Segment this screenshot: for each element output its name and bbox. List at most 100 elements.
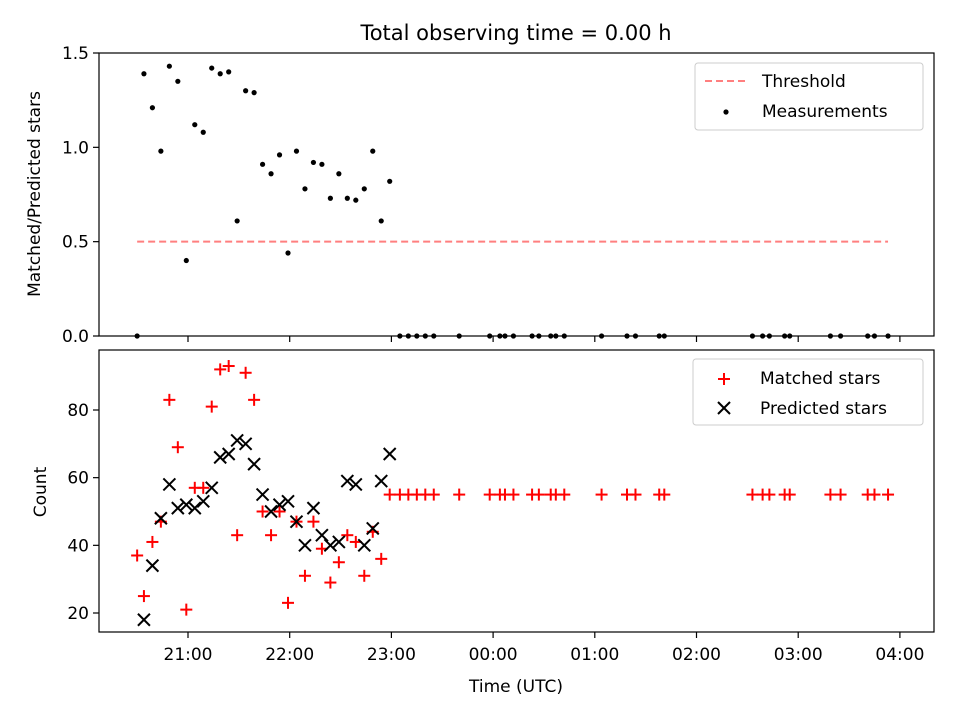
measurement-point xyxy=(327,195,333,201)
matched-star-point xyxy=(882,488,895,501)
predicted-star-point xyxy=(255,487,270,502)
bottom-yticks: 20 40 60 80 xyxy=(67,401,99,624)
measurement-point xyxy=(192,122,198,128)
predicted-star-point xyxy=(272,498,287,512)
measurement-point xyxy=(209,65,215,71)
matched-star-point xyxy=(507,488,520,501)
bottom-xtick-label: 23:00 xyxy=(367,645,416,665)
measurement-point xyxy=(149,105,156,111)
matched-star-point xyxy=(324,576,337,589)
top-marks xyxy=(134,63,891,339)
bottom-xtick-label: 02:00 xyxy=(672,645,721,665)
bottom-xtick-label: 22:00 xyxy=(265,645,314,665)
measurement-point xyxy=(268,171,274,177)
measurement-point xyxy=(158,148,164,154)
measurement-point xyxy=(319,161,325,167)
legend-matched-label: Matched stars xyxy=(760,369,880,389)
measurement-point xyxy=(285,250,291,256)
measurement-point xyxy=(387,178,393,184)
bottom-ytick-label: 60 xyxy=(67,469,89,489)
measurement-point xyxy=(302,186,308,192)
predicted-star-stroke xyxy=(306,501,321,515)
predicted-star-point xyxy=(306,501,321,515)
predicted-star-stroke xyxy=(137,613,151,627)
measurement-point xyxy=(166,63,172,69)
predicted-star-point xyxy=(349,477,363,492)
predicted-star-point xyxy=(298,538,312,553)
matched-star-point xyxy=(307,515,320,528)
matched-star-point xyxy=(358,569,371,582)
predicted-star-point xyxy=(264,504,278,519)
bottom-ylabel: Count xyxy=(31,466,51,517)
matched-star-point xyxy=(341,529,354,542)
matched-star-point xyxy=(783,488,796,501)
predicted-star-stroke xyxy=(357,538,371,553)
measurement-point xyxy=(378,218,384,224)
bottom-xtick-label: 01:00 xyxy=(570,645,619,665)
bottom-xtick-label: 00:00 xyxy=(469,645,518,665)
matched-star-point xyxy=(239,366,252,379)
matched-star-point xyxy=(483,488,496,501)
measurement-point xyxy=(243,88,249,94)
measurement-point xyxy=(217,71,223,77)
predicted-star-point xyxy=(154,511,168,525)
measurement-point xyxy=(276,152,283,158)
bottom-panel: 20 40 60 80 21:00 22:00 23:00 00:00 01:00 02:00 0… xyxy=(31,349,935,697)
predicted-star-stroke xyxy=(289,514,304,529)
matched-star-point xyxy=(256,505,269,518)
chart-title: Total observing time = 0.00 h xyxy=(359,21,671,45)
predicted-star-point xyxy=(137,613,151,627)
predicted-star-stroke xyxy=(247,457,261,471)
predicted-star-point xyxy=(162,477,177,492)
matched-star-point xyxy=(273,505,286,518)
bottom-axes-frame xyxy=(98,349,935,633)
matched-star-point xyxy=(131,549,144,562)
matched-star-point xyxy=(298,569,311,582)
matched-star-point xyxy=(629,488,642,501)
predicted-star-point xyxy=(196,494,210,509)
predicted-star-point xyxy=(171,501,185,515)
matched-star-point xyxy=(375,552,388,565)
top-axes-frame xyxy=(98,52,935,337)
measurement-point xyxy=(259,161,266,167)
predicted-star-stroke xyxy=(221,447,236,461)
predicted-star-stroke xyxy=(332,535,346,549)
measurement-point xyxy=(370,148,376,154)
top-legend-box xyxy=(694,62,924,131)
matched-star-point xyxy=(558,488,571,501)
bottom-ytick-label: 40 xyxy=(67,536,89,556)
predicted-star-point xyxy=(332,535,346,549)
measurement-point xyxy=(344,195,350,201)
top-ylabel: Matched/Predicted stars xyxy=(25,91,45,297)
top-xticks xyxy=(187,336,901,342)
top-yticks: 0.0 0.5 1.0 1.5 xyxy=(62,44,99,347)
legend-measurements-label: Measurements xyxy=(762,102,888,122)
predicted-star-stroke xyxy=(171,501,185,515)
matched-star-point xyxy=(222,360,235,373)
predicted-star-stroke xyxy=(145,558,160,573)
bottom-ytick-label: 80 xyxy=(67,401,89,421)
measurement-point xyxy=(183,257,189,264)
matched-star-point xyxy=(197,481,210,494)
predicted-star-stroke xyxy=(230,433,244,448)
measurement-point xyxy=(353,197,359,203)
predicted-star-stroke xyxy=(366,521,380,536)
matched-star-point xyxy=(282,596,295,609)
matched-star-point xyxy=(427,488,440,501)
matched-star-point xyxy=(205,400,218,413)
predicted-star-point xyxy=(188,501,202,515)
predicted-star-stroke xyxy=(281,494,295,509)
matched-star-point xyxy=(763,488,776,501)
predicted-star-stroke xyxy=(188,501,202,515)
bottom-xtick-label: 03:00 xyxy=(774,645,823,665)
predicted-star-stroke xyxy=(205,481,219,495)
predicted-star-point xyxy=(230,433,244,448)
matched-star-point xyxy=(824,488,837,501)
predicted-star-stroke xyxy=(255,487,270,502)
predicted-star-point xyxy=(281,494,295,509)
predicted-star-point xyxy=(213,450,227,465)
top-ytick-label: 1.0 xyxy=(62,138,89,158)
matched-star-point xyxy=(231,529,244,542)
bottom-marks xyxy=(131,360,895,627)
